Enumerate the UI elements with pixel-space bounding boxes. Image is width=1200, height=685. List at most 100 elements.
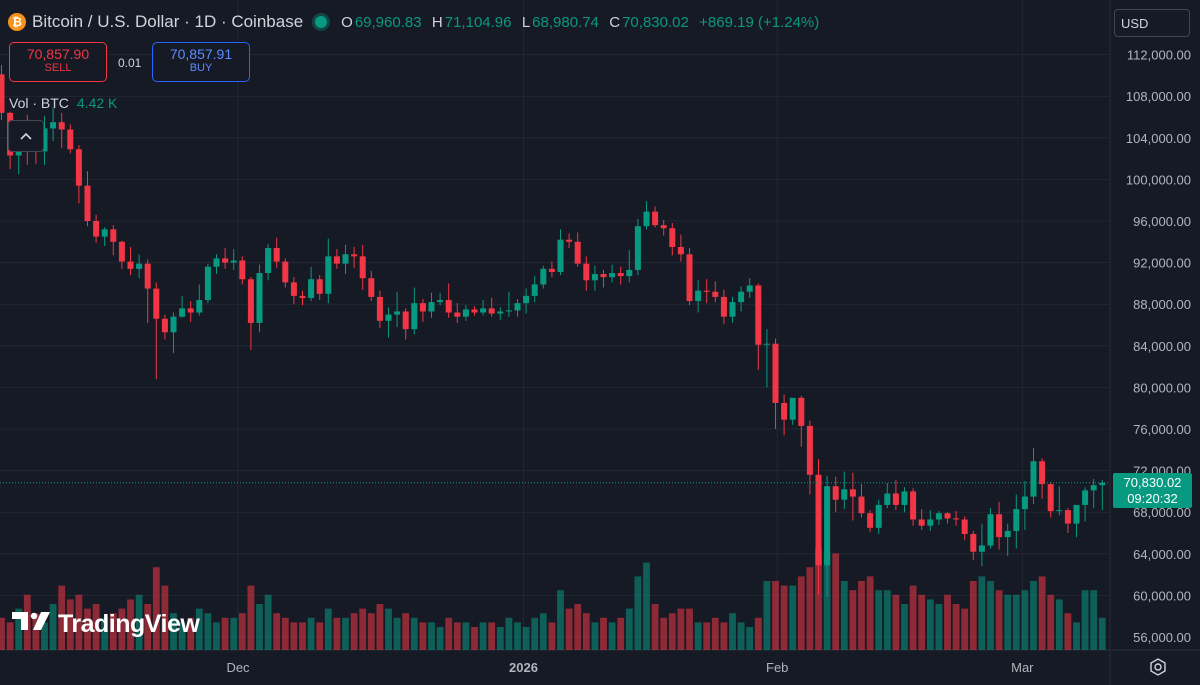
candle	[127, 247, 134, 276]
candle-body	[720, 296, 727, 317]
candle	[67, 124, 74, 154]
volume-bar	[419, 622, 427, 650]
candle	[686, 248, 693, 306]
candle-body	[127, 261, 134, 269]
candle	[729, 296, 736, 323]
candle	[540, 265, 547, 289]
candle-body	[0, 74, 5, 113]
volume-bar	[127, 599, 134, 650]
volume-bar	[273, 613, 281, 650]
candle-body	[170, 316, 177, 333]
candle-body	[376, 296, 383, 321]
candle-body	[910, 491, 917, 520]
candle	[101, 227, 108, 246]
candle	[75, 145, 82, 204]
candle-body	[1004, 530, 1011, 538]
candle-countdown: 09:20:32	[1127, 491, 1178, 506]
settings-icon[interactable]	[1148, 658, 1168, 678]
candle	[867, 510, 874, 532]
volume-bar	[651, 604, 659, 650]
volume-bar	[1064, 613, 1072, 650]
volume-bar	[806, 567, 814, 650]
order-quantity[interactable]: 0.01	[118, 56, 142, 70]
tradingview-logo[interactable]: TradingView	[10, 608, 200, 641]
candle-body	[308, 279, 315, 298]
volume-bar	[436, 627, 444, 650]
symbol-title[interactable]: Bitcoin / U.S. Dollar · 1D · Coinbase	[32, 12, 304, 31]
volume-bar	[187, 617, 195, 650]
candle-body	[488, 308, 495, 314]
candle-body	[41, 128, 48, 152]
volume-bar	[1055, 599, 1063, 650]
volume-bar	[909, 585, 917, 650]
candle-body	[153, 288, 160, 319]
candle-body	[996, 514, 1003, 538]
candle-body	[110, 229, 117, 242]
volume-bar	[935, 604, 943, 650]
candle-body	[299, 295, 306, 298]
candle	[875, 499, 882, 535]
candle-body	[867, 513, 874, 528]
candle	[342, 244, 349, 275]
currency-selector[interactable]: USD	[1114, 9, 1190, 37]
candle-body	[841, 489, 848, 500]
candle	[978, 523, 985, 567]
candle	[385, 307, 392, 338]
close-label: C	[609, 13, 621, 31]
candle	[720, 289, 727, 324]
candle	[161, 314, 168, 340]
candle-body	[385, 314, 392, 321]
volume-bar	[746, 627, 754, 650]
time-axis: Dec 2026 Feb Mar	[226, 660, 1034, 675]
collapse-button[interactable]	[8, 120, 44, 152]
candle-body	[729, 302, 736, 317]
time-tick-label: 2026	[509, 660, 538, 675]
brand-name: TradingView	[58, 610, 200, 638]
volume-bar	[548, 622, 556, 650]
volume-bar	[677, 608, 685, 650]
volume-bar	[1030, 581, 1037, 650]
low-value: 68,980.74	[532, 13, 599, 31]
volume-bar	[367, 613, 375, 650]
price-tick-label: 112,000.00	[1127, 48, 1191, 63]
volume-bar	[496, 627, 504, 650]
volume-bar	[711, 617, 719, 650]
candle-body	[1090, 485, 1097, 491]
candle-body	[849, 489, 856, 497]
volume-bar	[591, 622, 599, 650]
candle	[333, 249, 340, 269]
candle	[1030, 447, 1037, 504]
candle	[222, 248, 229, 269]
volume-bar	[479, 622, 487, 650]
candle-body	[574, 241, 581, 264]
buy-button[interactable]: 70,857.91 BUY	[152, 42, 250, 82]
candle	[1064, 508, 1071, 533]
candle	[299, 290, 306, 306]
candle-body	[617, 273, 624, 277]
candle	[824, 475, 831, 597]
candle-body	[858, 496, 865, 514]
sell-price: 70,857.90	[26, 46, 90, 62]
candle	[695, 280, 702, 313]
volume-bar	[772, 581, 779, 650]
volume-bar	[660, 617, 668, 650]
candle	[1099, 479, 1106, 511]
ohlc-values: O 69,960.83 H 71,104.96 L 68,980.74 C 70,830…	[341, 14, 821, 31]
volume-bar	[608, 622, 616, 650]
volume-bar	[815, 548, 822, 650]
candle	[531, 276, 538, 303]
candle	[514, 299, 521, 317]
sell-button[interactable]: 70,857.90 SELL	[9, 42, 107, 82]
volume-bar	[230, 617, 238, 650]
candle	[290, 277, 297, 305]
candle-body	[1082, 490, 1089, 505]
candle	[230, 249, 237, 270]
candle-body	[523, 295, 530, 304]
candle	[935, 511, 942, 525]
candle	[351, 247, 358, 268]
candle	[798, 395, 805, 447]
candle	[144, 259, 151, 323]
volume-bars	[0, 548, 1106, 650]
candle-body	[1099, 482, 1106, 486]
